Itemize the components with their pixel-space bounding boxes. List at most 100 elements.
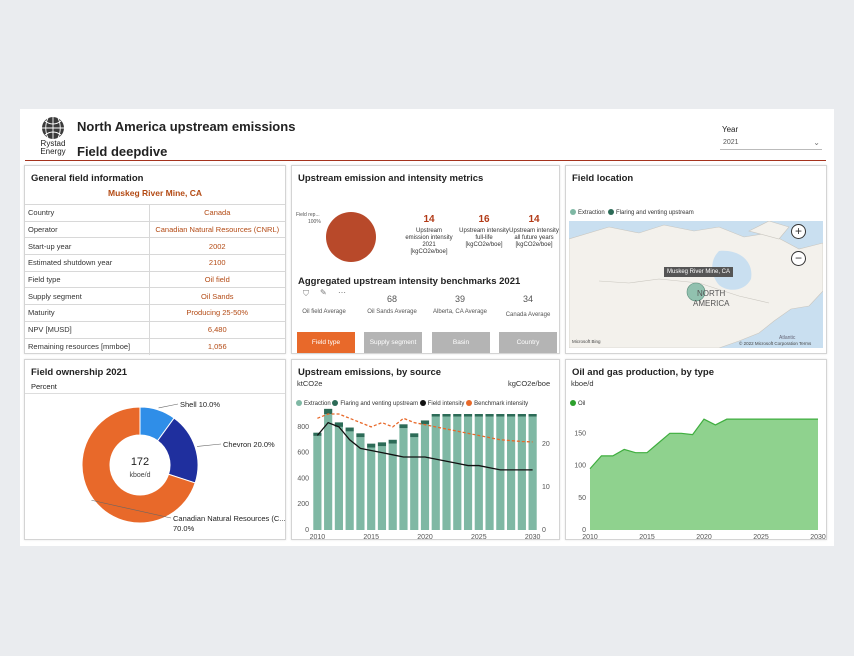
more-options-icon[interactable]: ⋯: [338, 288, 346, 297]
line-oil: [589, 418, 818, 470]
rystad-logo: Rystad Energy: [34, 116, 72, 156]
emissions-chart[interactable]: 0 200 400 600 800 0 10 20 2010 2015 2020 2025 2030: [292, 408, 561, 540]
y-tick: 150: [574, 430, 586, 437]
bar-flaring: [367, 443, 376, 448]
bar-flaring: [388, 439, 397, 444]
zoom-out-button[interactable]: −: [791, 251, 806, 266]
donut-label: Canadian Natural Resources (C...: [173, 514, 286, 523]
supply-segment-button[interactable]: Supply segment: [364, 332, 422, 353]
ownership-title: Field ownership 2021: [31, 367, 128, 378]
bar-flaring: [442, 414, 451, 417]
table-row: Maturity Producing 25-50%: [25, 304, 285, 322]
globe-logo-icon: [42, 117, 64, 139]
general-info-title: General field information: [31, 173, 144, 184]
year-dropdown[interactable]: 2021 ⌄: [720, 136, 822, 150]
donut-leader: [197, 443, 222, 447]
bar-extraction: [453, 416, 462, 530]
production-chart[interactable]: 0 50 100 150 2010 2015 2020 2025 2030: [566, 408, 828, 540]
field-map[interactable]: Muskeg River Mine, CA NORTH AMERICA Atla…: [569, 221, 823, 348]
y-left-tick: 400: [297, 475, 309, 482]
y-right-tick: 10: [542, 484, 550, 491]
bar-extraction: [367, 447, 376, 530]
field-marker[interactable]: [685, 281, 707, 303]
dashboard-page: Rystad Energy North America upstream emi…: [20, 109, 834, 546]
table-row: Country Canada: [25, 204, 285, 222]
legend-dot-extraction: [296, 400, 302, 406]
ownership-donut-chart[interactable]: Shell 10.0% Chevron 20.0% Canadian Natural…: [25, 394, 287, 540]
country-button[interactable]: Country: [499, 332, 557, 353]
basin-button[interactable]: Basin: [432, 332, 490, 353]
donut-slice: [81, 406, 196, 524]
y-right-tick: 0: [542, 527, 546, 534]
map-ocean-label: Atlantic: [779, 335, 796, 341]
pie-label: Field rep...: [296, 212, 320, 218]
bar-flaring: [517, 414, 526, 417]
x-tick: 2015: [639, 534, 655, 540]
row-value: 1,056: [149, 337, 285, 355]
row-value: Producing 25-50%: [149, 304, 285, 322]
legend-dot-benchmark: [466, 400, 473, 406]
benchmark-label-1: Oil field Average: [302, 309, 346, 315]
legend-dot-flaring: [332, 400, 339, 406]
x-tick: 2010: [310, 534, 326, 540]
y-left-tick: 0: [305, 527, 309, 534]
map-label-north: NORTH: [697, 289, 726, 298]
focus-mode-icon[interactable]: ✎: [320, 288, 327, 297]
field-name: Muskeg River Mine, CA: [108, 188, 202, 198]
bar-extraction: [388, 443, 397, 530]
filter-icon[interactable]: ⛉: [303, 289, 309, 298]
map-attribution[interactable]: © 2022 Microsoft Corporation Terms: [739, 341, 812, 346]
legend-flaring: Flaring and venting upstream: [616, 210, 694, 216]
bar-flaring: [431, 414, 440, 417]
row-value: 2100: [149, 254, 285, 272]
bar-flaring: [463, 414, 473, 417]
donut-pct: 70.0%: [173, 524, 195, 533]
row-key: Country: [25, 204, 150, 222]
donut-center-unit: kboe/d: [129, 472, 150, 479]
zoom-in-button[interactable]: +: [791, 224, 806, 239]
bar-extraction: [463, 416, 473, 530]
x-tick: 2020: [696, 534, 712, 540]
benchmark-label-2: Oil Sands Average: [367, 309, 417, 315]
legend-dot-field-intensity: [419, 400, 426, 406]
table-row: Estimated shutdown year 2100: [25, 254, 285, 272]
y-tick: 100: [574, 463, 586, 470]
emissions-title: Upstream emissions, by source: [298, 367, 442, 378]
bar-flaring: [334, 422, 343, 427]
line-field-intensity: [316, 421, 533, 471]
row-key: Field type: [25, 270, 150, 288]
location-legend: Extraction Flaring and venting upstream: [570, 209, 694, 216]
bar-flaring: [474, 414, 483, 417]
row-key: Maturity: [25, 304, 150, 322]
field-type-button[interactable]: Field type: [297, 332, 355, 353]
pie-pct: 100%: [308, 219, 321, 225]
bar-flaring: [528, 414, 537, 417]
kpi-value-1: 14: [423, 214, 435, 225]
legend-field-intensity: Field intensity: [427, 401, 465, 407]
production-card: Oil and gas production, by type kboe/d O…: [565, 359, 827, 540]
y-tick: 50: [578, 495, 586, 502]
table-row: Operator Canadian Natural Resources (CNRL…: [25, 220, 285, 238]
benchmark-value-4: 34: [522, 294, 533, 304]
field-rep-pie[interactable]: [325, 211, 377, 263]
chevron-down-icon: ⌄: [813, 138, 820, 147]
bar-extraction: [399, 428, 408, 530]
legend-benchmark: Benchmark intensity: [474, 401, 529, 407]
x-tick: 2030: [810, 534, 826, 540]
pie-slice-field: [326, 212, 376, 262]
area-oil: [590, 419, 818, 530]
bar-flaring: [377, 442, 387, 447]
row-value: Canadian Natural Resources (CNRL): [149, 220, 285, 238]
bar-extraction: [377, 446, 387, 530]
legend-extraction: Extraction: [578, 210, 605, 216]
table-row: Supply segment Oil Sands: [25, 287, 285, 305]
row-value: Oil Sands: [149, 287, 285, 305]
bar-flaring: [356, 433, 365, 438]
bar-extraction: [517, 416, 526, 530]
ownership-subtitle: Percent: [31, 382, 57, 391]
bar-extraction: [431, 416, 440, 530]
kpi-label-1: Upstream emission intensity 2021 [kgCO2e…: [405, 228, 453, 255]
emissions-card: Upstream emissions, by source ktCO2e kgC…: [291, 359, 560, 540]
benchmark-value-3: 39: [454, 294, 465, 304]
bar-flaring: [496, 414, 505, 417]
